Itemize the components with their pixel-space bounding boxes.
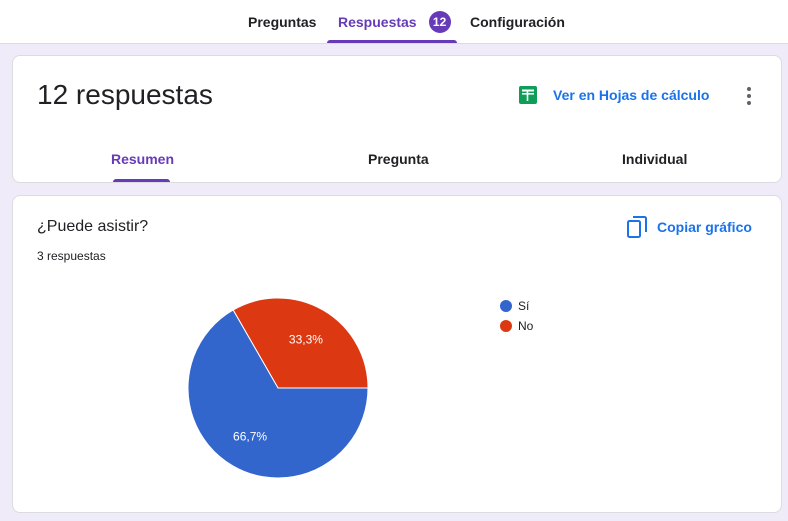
view-in-sheets-button[interactable]: Ver en Hojas de cálculo bbox=[519, 86, 709, 104]
subtab-pregunta-label: Pregunta bbox=[368, 151, 429, 167]
active-subtab-indicator bbox=[113, 179, 170, 182]
pie-data-label: 66,7% bbox=[233, 429, 267, 443]
legend-dot bbox=[500, 300, 512, 312]
copy-icon bbox=[627, 216, 647, 238]
pie-slice-no bbox=[232, 297, 369, 389]
responses-summary-card: 12 respuestas Ver en Hojas de cálculo Re… bbox=[12, 55, 782, 183]
more-options-icon[interactable] bbox=[739, 84, 759, 108]
sheets-icon bbox=[519, 86, 537, 104]
chart-legend: Sí No bbox=[500, 296, 533, 336]
top-navigation: Preguntas Respuestas 12 Configuración bbox=[0, 0, 788, 44]
subtab-pregunta[interactable]: Pregunta bbox=[368, 151, 429, 167]
question-title: ¿Puede asistir? bbox=[37, 218, 149, 235]
pie-data-label: 33,3% bbox=[289, 333, 323, 347]
tab-preguntas-label: Preguntas bbox=[248, 14, 317, 30]
subtab-individual[interactable]: Individual bbox=[622, 151, 687, 167]
copy-chart-label: Copiar gráfico bbox=[657, 219, 752, 235]
pie-slice-s bbox=[187, 309, 369, 479]
legend-dot bbox=[500, 320, 512, 332]
response-count-badge: 12 bbox=[428, 11, 451, 33]
subtab-individual-label: Individual bbox=[622, 151, 688, 167]
responses-title: 12 respuestas bbox=[37, 79, 213, 110]
question-summary-card: ¿Puede asistir? 3 respuestas Copiar gráf… bbox=[12, 195, 782, 513]
subtab-resumen-label: Resumen bbox=[111, 151, 175, 167]
legend-item: Sí bbox=[500, 296, 533, 316]
view-in-sheets-label: Ver en Hojas de cálculo bbox=[553, 87, 710, 103]
tab-respuestas[interactable]: Respuestas 12 bbox=[338, 0, 451, 44]
subtab-resumen[interactable]: Resumen bbox=[111, 151, 174, 167]
tab-configuracion[interactable]: Configuración bbox=[470, 0, 565, 44]
legend-item: No bbox=[500, 316, 533, 336]
legend-label: Sí bbox=[518, 299, 530, 313]
copy-chart-button[interactable]: Copiar gráfico bbox=[627, 216, 752, 238]
legend-label: No bbox=[518, 319, 534, 333]
tab-preguntas[interactable]: Preguntas bbox=[248, 0, 316, 44]
tab-configuracion-label: Configuración bbox=[470, 14, 565, 30]
active-tab-indicator bbox=[327, 40, 457, 43]
pie-chart: 33,3% 66,7% bbox=[187, 297, 369, 479]
question-response-count: 3 respuestas bbox=[37, 249, 106, 263]
tab-respuestas-label: Respuestas bbox=[338, 14, 417, 30]
